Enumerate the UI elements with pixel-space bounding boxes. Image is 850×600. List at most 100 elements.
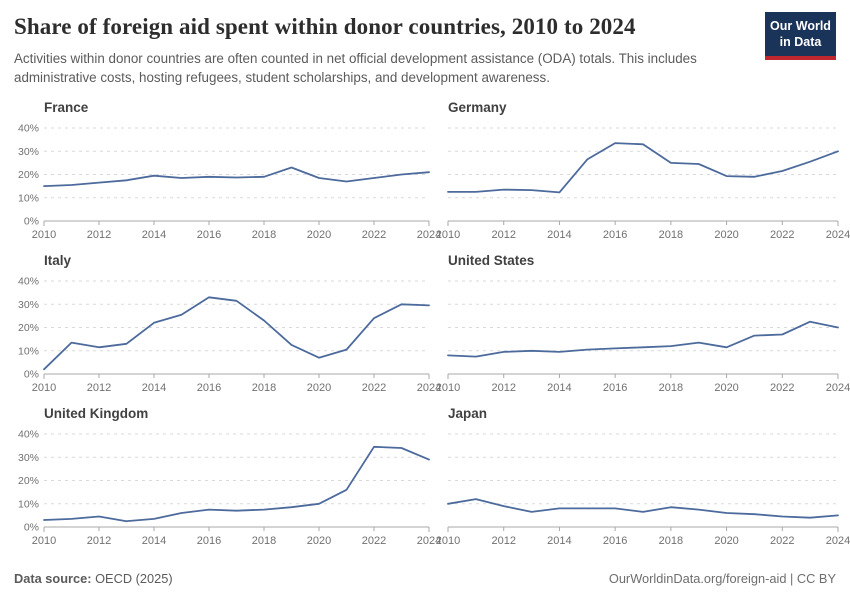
x-tick-label: 2012 (87, 382, 111, 394)
x-axis: 2010 2012 2014 2016 2018 2020 2022 2024 (32, 526, 441, 547)
y-tick-label: 40% (18, 275, 39, 287)
x-tick-label: 2020 (714, 535, 738, 547)
panel-united-states: United States 2010 2012 2014 2016 2018 2020 20… (436, 252, 850, 402)
x-tick-label: 2018 (659, 229, 683, 241)
x-axis: 2010 2012 2014 2016 2018 2020 2022 2024 (32, 220, 441, 241)
x-axis: 2010 2012 2014 2016 2018 2020 2022 2024 (436, 373, 850, 394)
owid-logo-line-1: Our World (770, 19, 831, 33)
x-tick-label: 2020 (307, 382, 331, 394)
x-tick-label: 2010 (436, 535, 460, 547)
data-series-line (43, 166, 430, 187)
y-tick-label: 30% (18, 146, 39, 158)
x-tick-label: 2014 (142, 229, 166, 241)
x-tick-label: 2014 (142, 535, 166, 547)
y-tick-label: 0% (24, 521, 39, 533)
y-tick-label: 40% (18, 122, 39, 134)
x-tick-label: 2022 (770, 229, 794, 241)
data-source-label: Data source: (14, 571, 92, 586)
y-tick-label: 10% (18, 345, 39, 357)
x-tick-label: 2020 (307, 229, 331, 241)
y-tick-label: 20% (18, 475, 39, 487)
x-tick-label: 2016 (197, 382, 221, 394)
x-tick-label: 2024 (417, 229, 441, 241)
gridlines (44, 127, 429, 222)
line-chart-france: 0%10%20%30%40%2010 2012 2014 2016 2018 2020 20… (18, 122, 441, 241)
x-tick-label: 2024 (826, 229, 850, 241)
owid-logo: Our World in Data (765, 12, 836, 61)
panel-germany: Germany 2010 2012 2014 2016 2018 2020 2022 2024 (436, 99, 850, 249)
x-tick-label: 2010 (32, 535, 56, 547)
x-axis: 2010 2012 2014 2016 2018 2020 2022 2024 (436, 220, 850, 241)
x-tick-label: 2010 (32, 229, 56, 241)
x-tick-label: 2016 (603, 535, 627, 547)
x-tick-label: 2024 (826, 382, 850, 394)
x-axis: 2010 2012 2014 2016 2018 2020 2022 2024 (436, 526, 850, 547)
panel-united-kingdom: United Kingdom 0% 10% 20% 30% 40% 2010 2012 201… (14, 405, 441, 555)
x-tick-label: 2012 (491, 535, 515, 547)
panel-title: United States (448, 252, 535, 268)
x-tick-label: 2024 (417, 382, 441, 394)
panel-title: Japan (448, 405, 488, 421)
x-tick-label: 2022 (362, 535, 386, 547)
y-tick-label: 40% (18, 428, 39, 440)
panel-title: United Kingdom (44, 405, 149, 421)
y-tick-label: 0% (24, 368, 39, 380)
chart-grid: France 0% 10% 20% 30% 40% 2010 2012 2014 2016 201… (14, 99, 850, 555)
panel-title: France (44, 99, 89, 115)
gridlines (44, 280, 429, 375)
x-tick-label: 2016 (603, 229, 627, 241)
x-tick-label: 2014 (547, 382, 571, 394)
chart-footer: Data source: OECD (2025) OurWorldinData.… (14, 571, 838, 588)
x-tick-label: 2010 (32, 382, 56, 394)
owid-logo-line-2: in Data (779, 34, 822, 49)
x-tick-label: 2014 (547, 229, 571, 241)
line-chart-united-states: 2010 2012 2014 2016 2018 2020 2022 2024 (436, 280, 850, 394)
line-chart-japan: 2010 2012 2014 2016 2018 2020 2022 2024 (436, 433, 850, 547)
x-axis: 2010 2012 2014 2016 2018 2020 2022 2024 (32, 373, 441, 394)
chart-header: Share of foreign aid spent within donor … (14, 12, 838, 88)
x-tick-label: 2018 (252, 382, 276, 394)
x-tick-label: 2020 (307, 535, 331, 547)
x-tick-label: 2020 (714, 382, 738, 394)
panel-france: France 0% 10% 20% 30% 40% 2010 2012 2014 2016 201… (14, 99, 441, 249)
x-tick-label: 2014 (547, 535, 571, 547)
x-tick-label: 2022 (770, 382, 794, 394)
line-chart-italy: 0%10%20%30%40%2010 2012 2014 2016 2018 2020 20… (18, 275, 441, 394)
panel-title: Germany (448, 99, 507, 115)
x-tick-label: 2016 (197, 229, 221, 241)
data-series-line (447, 498, 839, 519)
data-series-line (43, 445, 430, 522)
x-tick-label: 2010 (436, 229, 460, 241)
y-tick-label: 30% (18, 299, 39, 311)
line-chart-germany: 2010 2012 2014 2016 2018 2020 2022 2024 (436, 127, 850, 241)
x-tick-label: 2014 (142, 382, 166, 394)
data-series-line (447, 142, 839, 194)
y-tick-label: 30% (18, 452, 39, 464)
x-tick-label: 2018 (252, 229, 276, 241)
data-source: Data source: OECD (2025) (14, 571, 173, 586)
x-tick-label: 2016 (603, 382, 627, 394)
y-tick-label: 0% (24, 215, 39, 227)
data-source-value: OECD (2025) (95, 571, 173, 586)
credit-link[interactable]: OurWorldinData.org/foreign-aid | CC BY (608, 571, 836, 586)
data-series-line (43, 296, 430, 371)
page-subtitle: Activities within donor countries are of… (14, 51, 697, 86)
page-title: Share of foreign aid spent within donor … (14, 14, 636, 39)
x-tick-label: 2022 (362, 229, 386, 241)
x-tick-label: 2012 (87, 535, 111, 547)
x-tick-label: 2018 (659, 535, 683, 547)
x-tick-label: 2022 (362, 382, 386, 394)
x-tick-label: 2022 (770, 535, 794, 547)
data-series-line (447, 320, 839, 358)
y-tick-label: 20% (18, 322, 39, 334)
panel-italy: Italy 0% 10% 20% 30% 40% 2010 2012 2014 2016 2018… (14, 252, 441, 402)
x-tick-label: 2012 (491, 229, 515, 241)
y-tick-label: 10% (18, 498, 39, 510)
y-tick-label: 20% (18, 169, 39, 181)
panel-title: Italy (44, 252, 72, 268)
x-tick-label: 2012 (87, 229, 111, 241)
gridlines (448, 127, 838, 222)
x-tick-label: 2016 (197, 535, 221, 547)
gridlines (44, 433, 429, 528)
